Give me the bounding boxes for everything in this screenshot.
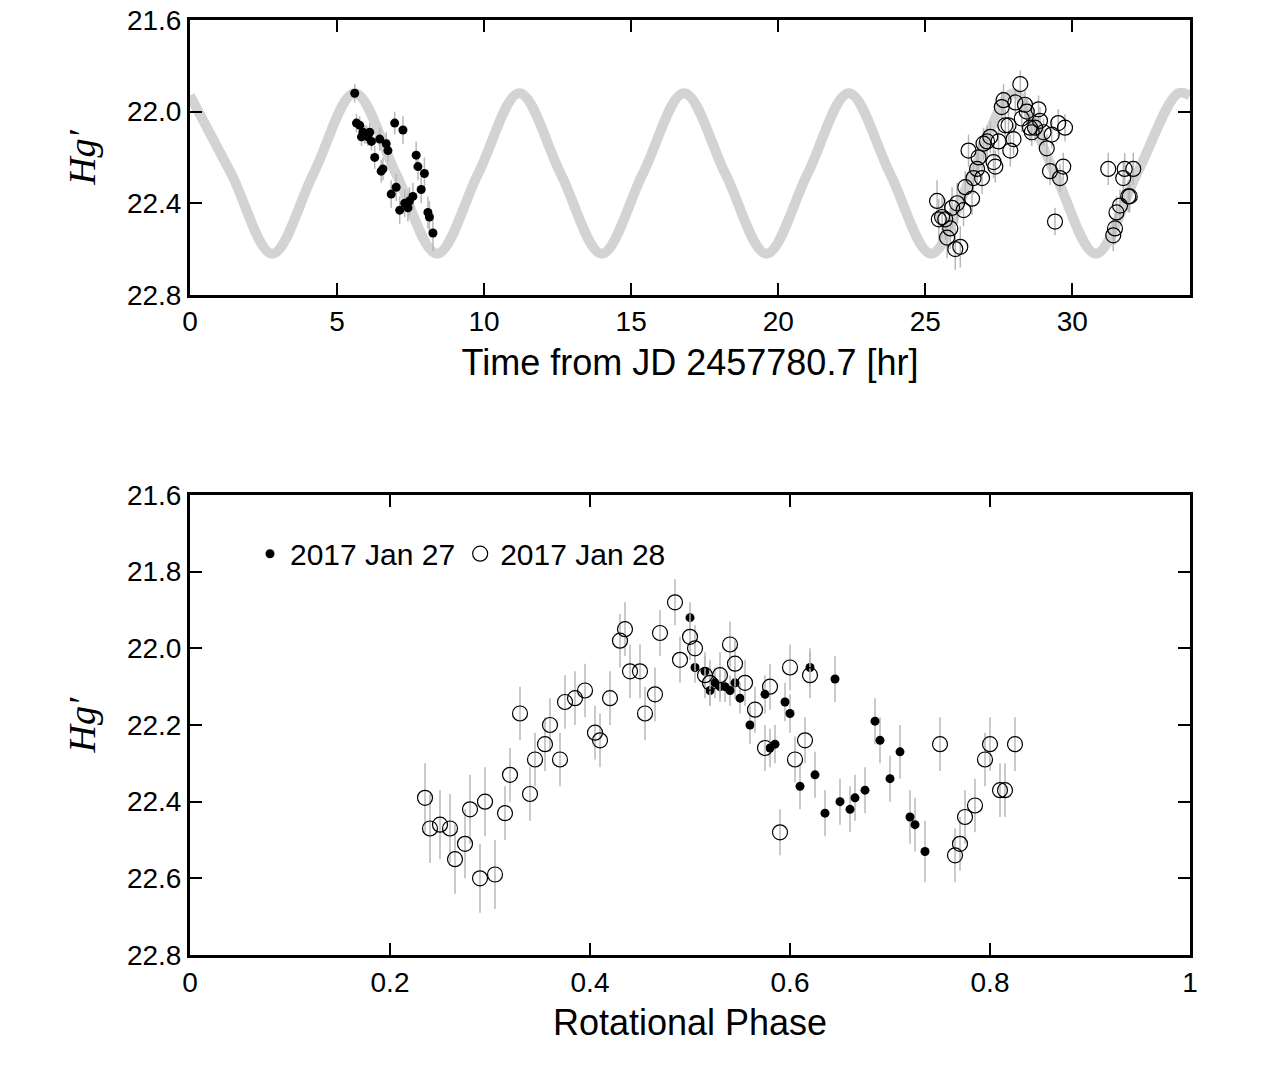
- svg-text:Hg′: Hg′: [61, 697, 103, 753]
- svg-text:5: 5: [329, 306, 345, 337]
- svg-text:21.8: 21.8: [127, 556, 182, 587]
- svg-text:22.8: 22.8: [127, 280, 182, 311]
- svg-text:0.8: 0.8: [971, 967, 1010, 998]
- svg-text:0.6: 0.6: [771, 967, 810, 998]
- svg-text:22.4: 22.4: [127, 786, 182, 817]
- svg-text:22.8: 22.8: [127, 940, 182, 971]
- svg-text:10: 10: [469, 306, 500, 337]
- svg-text:30: 30: [1057, 306, 1088, 337]
- svg-text:Time from JD 2457780.7 [hr]: Time from JD 2457780.7 [hr]: [462, 342, 919, 383]
- svg-text:22.2: 22.2: [127, 710, 182, 741]
- svg-text:21.6: 21.6: [127, 5, 182, 36]
- svg-text:Hg′: Hg′: [61, 129, 103, 185]
- svg-text:0.4: 0.4: [571, 967, 610, 998]
- svg-text:Rotational Phase: Rotational Phase: [553, 1002, 827, 1043]
- svg-text:1: 1: [1182, 967, 1198, 998]
- svg-text:2017 Jan 28: 2017 Jan 28: [500, 538, 665, 571]
- svg-text:2017 Jan 27: 2017 Jan 27: [290, 538, 455, 571]
- svg-text:22.4: 22.4: [127, 188, 182, 219]
- svg-text:22.0: 22.0: [127, 633, 182, 664]
- svg-text:0: 0: [182, 306, 198, 337]
- svg-text:0: 0: [182, 967, 198, 998]
- svg-text:22.6: 22.6: [127, 863, 182, 894]
- svg-text:0.2: 0.2: [371, 967, 410, 998]
- svg-text:15: 15: [616, 306, 647, 337]
- svg-text:22.0: 22.0: [127, 96, 182, 127]
- svg-text:21.6: 21.6: [127, 480, 182, 511]
- svg-text:25: 25: [910, 306, 941, 337]
- svg-text:20: 20: [763, 306, 794, 337]
